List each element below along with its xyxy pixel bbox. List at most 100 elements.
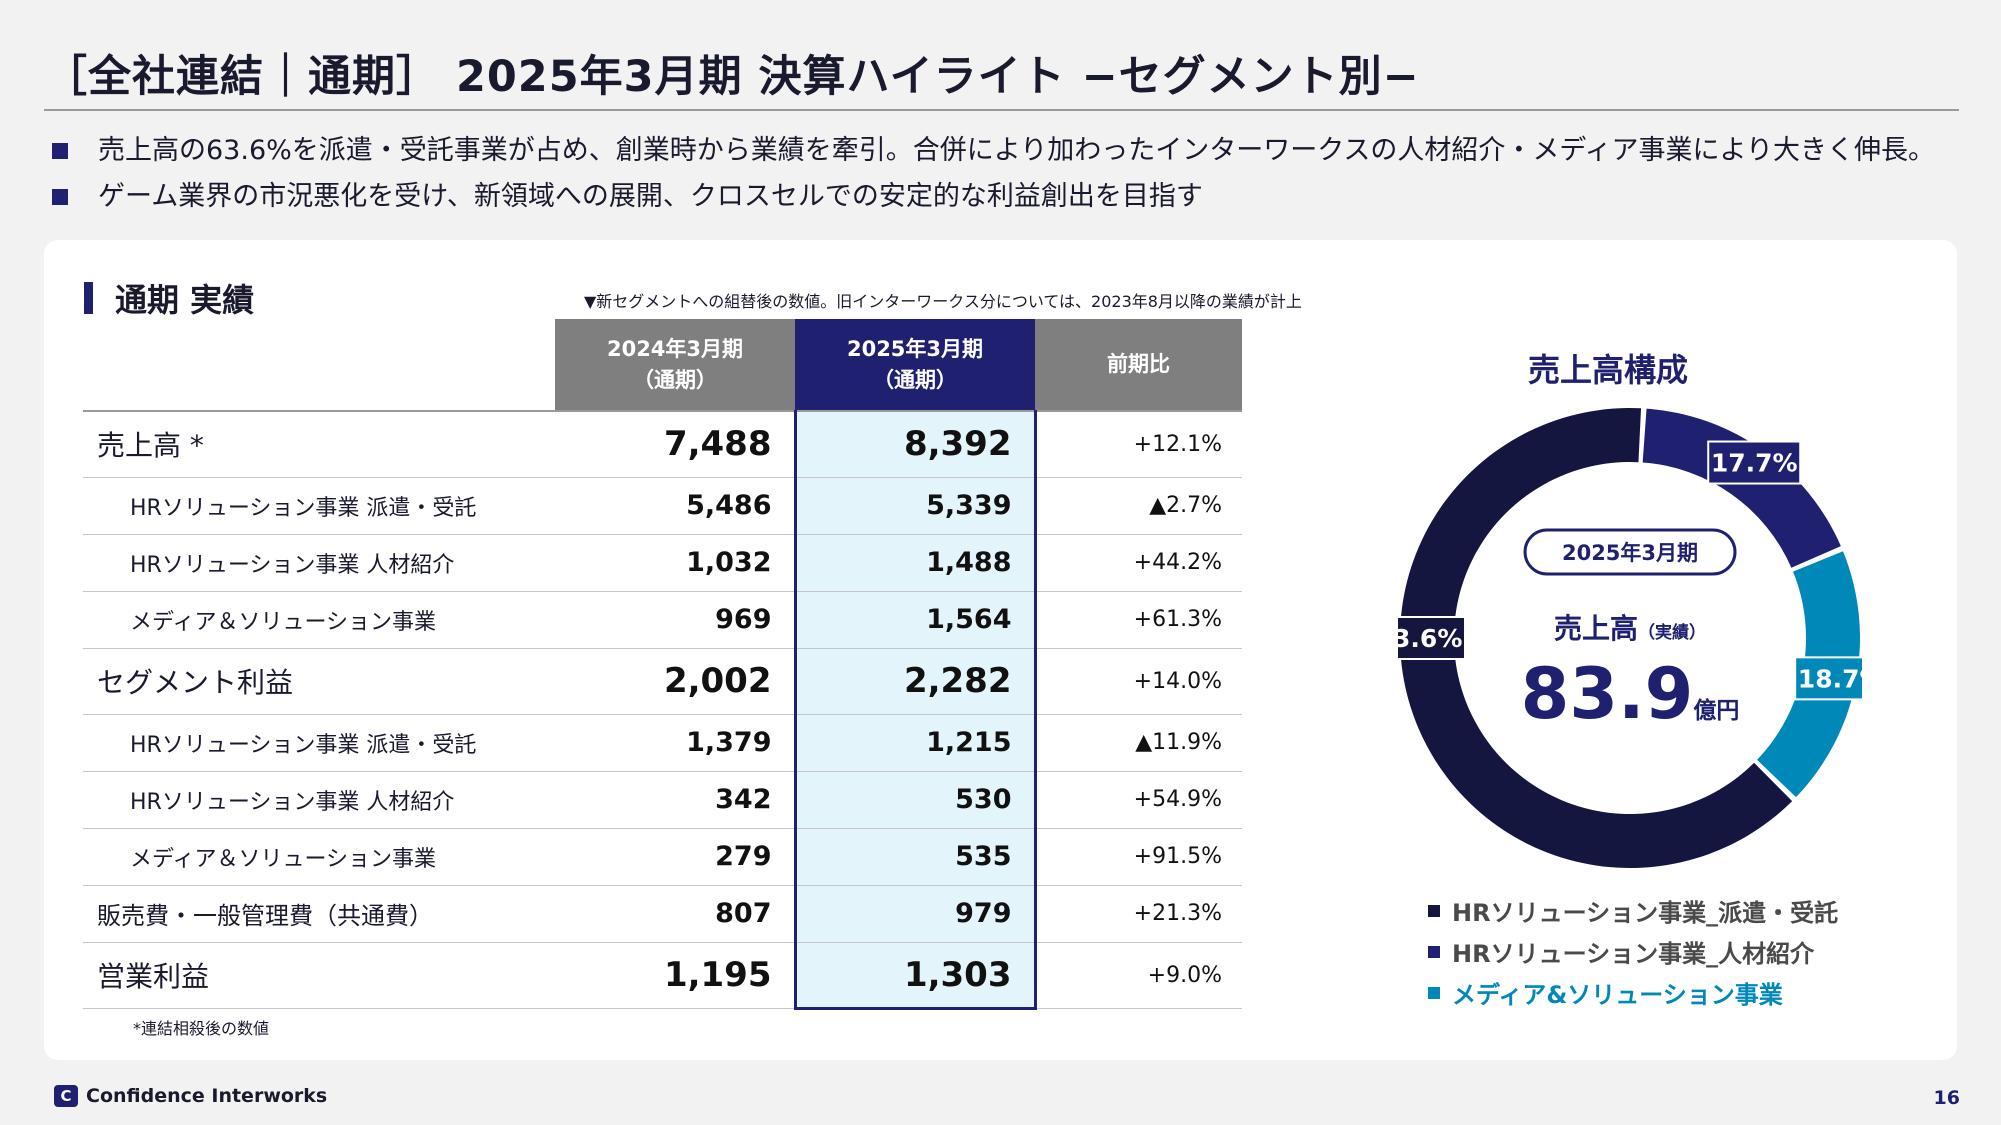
prev-value: 1,195	[555, 942, 795, 1009]
center-label-main: 売上高	[1554, 612, 1638, 645]
prev-value: 969	[555, 591, 795, 649]
table-row: 売上高 * 7,488 8,392 +12.1%	[83, 411, 1242, 478]
table-row: HRソリューション事業 派遣・受託 5,486 5,339 ▲2.7%	[83, 477, 1242, 535]
page-title: ［全社連結｜通期］ 2025年3月期 決算ハイライト −セグメント別−	[44, 52, 1420, 102]
header-blank	[83, 319, 555, 412]
row-label: 売上高 *	[83, 411, 555, 478]
change-value: +12.1%	[1035, 411, 1242, 478]
prev-value: 7,488	[555, 411, 795, 478]
prev-value: 279	[555, 828, 795, 886]
slice-label-box	[1794, 656, 1862, 701]
legend-item: メディア&ソリューション事業	[1428, 972, 1838, 1013]
table-row: セグメント利益 2,002 2,282 +14.0%	[83, 648, 1242, 715]
row-label: 販売費・一般管理費（共通費）	[83, 885, 555, 943]
change-value: +14.0%	[1035, 648, 1242, 715]
row-label: メディア＆ソリューション事業	[83, 591, 555, 649]
donut-slice	[1400, 408, 1793, 868]
table-row: メディア＆ソリューション事業 279 535 +91.5%	[83, 828, 1242, 886]
curr-value: 1,303	[793, 942, 1037, 1010]
legend-label: HRソリューション事業_人材紹介	[1452, 940, 1815, 968]
logo-mark-icon: C	[54, 1085, 78, 1107]
table-row: HRソリューション事業 人材紹介 1,032 1,488 +44.2%	[83, 534, 1242, 592]
change-value: ▲11.9%	[1035, 714, 1242, 772]
curr-value: 979	[793, 885, 1037, 943]
company-logo: C Confidence Interworks	[54, 1085, 327, 1107]
segment-note: ▼新セグメントへの組替後の数値。旧インターワークス分については、2023年8月以…	[584, 292, 1302, 311]
results-table: 2024年3月期 （通期） 2025年3月期 （通期） 前期比 売上高 * 7,…	[83, 319, 1242, 1010]
row-label: HRソリューション事業 派遣・受託	[83, 477, 555, 535]
prev-value: 342	[555, 771, 795, 829]
header-curr-label: 2025年3月期	[846, 336, 984, 361]
header-curr-period: 2025年3月期 （通期）	[795, 319, 1035, 412]
legend-item: HRソリューション事業_人材紹介	[1428, 931, 1838, 972]
chart-title: 売上高構成	[1527, 351, 1688, 389]
prev-value: 1,032	[555, 534, 795, 592]
curr-value: 8,392	[793, 411, 1037, 478]
header-prev-label: 2024年3月期	[606, 336, 744, 361]
change-value: +54.9%	[1035, 771, 1242, 829]
slice-label: 63.6%	[1398, 624, 1462, 653]
donut-slice	[1642, 408, 1841, 568]
header-prev-period: 2024年3月期 （通期）	[555, 319, 795, 412]
curr-value: 1,215	[793, 714, 1037, 772]
row-label: HRソリューション事業 派遣・受託	[83, 714, 555, 772]
slice-label: 18.7%	[1798, 664, 1862, 693]
center-value: 83.9億円	[1521, 653, 1740, 735]
change-value: ▲2.7%	[1035, 477, 1242, 535]
change-value: +44.2%	[1035, 534, 1242, 592]
change-value: +21.3%	[1035, 885, 1242, 943]
curr-value: 2,282	[793, 648, 1037, 715]
legend-label: HRソリューション事業_派遣・受託	[1452, 899, 1839, 927]
center-value-number: 83.9	[1521, 653, 1694, 735]
period-badge	[1523, 528, 1737, 576]
bullet-item: ゲーム業界の市況悪化を受け、新領域への展開、クロスセルでの安定的な利益創出を目指…	[52, 174, 1935, 220]
legend-swatch	[1428, 945, 1440, 958]
page-number: 16	[1933, 1087, 1960, 1109]
chart-legend: HRソリューション事業_派遣・受託 HRソリューション事業_人材紹介 メディア&…	[1428, 890, 1838, 1013]
square-bullet-icon	[52, 143, 68, 159]
period-badge-text: 2025年3月期	[1562, 541, 1698, 565]
legend-item: HRソリューション事業_派遣・受託	[1428, 890, 1838, 931]
prev-value: 5,486	[555, 477, 795, 535]
header-change: 前期比	[1035, 319, 1242, 412]
slice-label-box	[1398, 616, 1466, 660]
curr-value: 1,488	[793, 534, 1037, 592]
table-row: メディア＆ソリューション事業 969 1,564 +61.3%	[83, 591, 1242, 649]
footnote: *連結相殺後の数値	[133, 1019, 270, 1038]
center-value-unit: 億円	[1693, 697, 1739, 724]
prev-value: 2,002	[555, 648, 795, 715]
row-label: HRソリューション事業 人材紹介	[83, 534, 555, 592]
center-label-sub: （実績）	[1638, 622, 1706, 643]
row-label: HRソリューション事業 人材紹介	[83, 771, 555, 829]
row-label: 営業利益	[83, 942, 555, 1009]
table-row: HRソリューション事業 人材紹介 342 530 +54.9%	[83, 771, 1242, 829]
section-marker	[84, 282, 93, 314]
legend-swatch	[1428, 904, 1440, 917]
summary-bullets: 売上高の63.6%を派遣・受託事業が占め、創業時から業績を牽引。合併により加わっ…	[52, 128, 1935, 220]
revenue-donut-chart: 2025年3月期 売上高（実績） 83.9億円 17.7% 18.7% 63.6%	[1398, 408, 1862, 868]
section-title: 通期 実績	[84, 275, 254, 321]
bullet-text: ゲーム業界の市況悪化を受け、新領域への展開、クロスセルでの安定的な利益創出を目指…	[98, 181, 1203, 212]
slice-label-box	[1707, 440, 1802, 485]
header-curr-sub: （通期）	[873, 367, 957, 392]
legend-label: メディア&ソリューション事業	[1452, 981, 1783, 1009]
slice-label: 17.7%	[1711, 449, 1798, 478]
prev-value: 807	[555, 885, 795, 943]
row-label: セグメント利益	[83, 648, 555, 715]
table-row: 販売費・一般管理費（共通費） 807 979 +21.3%	[83, 885, 1242, 943]
bullet-item: 売上高の63.6%を派遣・受託事業が占め、創業時から業績を牽引。合併により加わっ…	[52, 128, 1935, 174]
table-row: 営業利益 1,195 1,303 +9.0%	[83, 942, 1242, 1010]
curr-value: 535	[793, 828, 1037, 886]
curr-value: 530	[793, 771, 1037, 829]
prev-value: 1,379	[555, 714, 795, 772]
center-label: 売上高（実績）	[1554, 612, 1706, 645]
change-value: +61.3%	[1035, 591, 1242, 649]
header-prev-sub: （通期）	[633, 367, 717, 392]
bullet-text: 売上高の63.6%を派遣・受託事業が占め、創業時から業績を牽引。合併により加わっ…	[98, 135, 1935, 166]
title-divider	[44, 109, 1959, 111]
donut-labels: 17.7% 18.7% 63.6%	[1398, 440, 1862, 701]
curr-value: 5,339	[793, 477, 1037, 535]
curr-value: 1,564	[793, 591, 1037, 649]
table-header-row: 2024年3月期 （通期） 2025年3月期 （通期） 前期比	[83, 319, 1242, 412]
row-label: メディア＆ソリューション事業	[83, 828, 555, 886]
